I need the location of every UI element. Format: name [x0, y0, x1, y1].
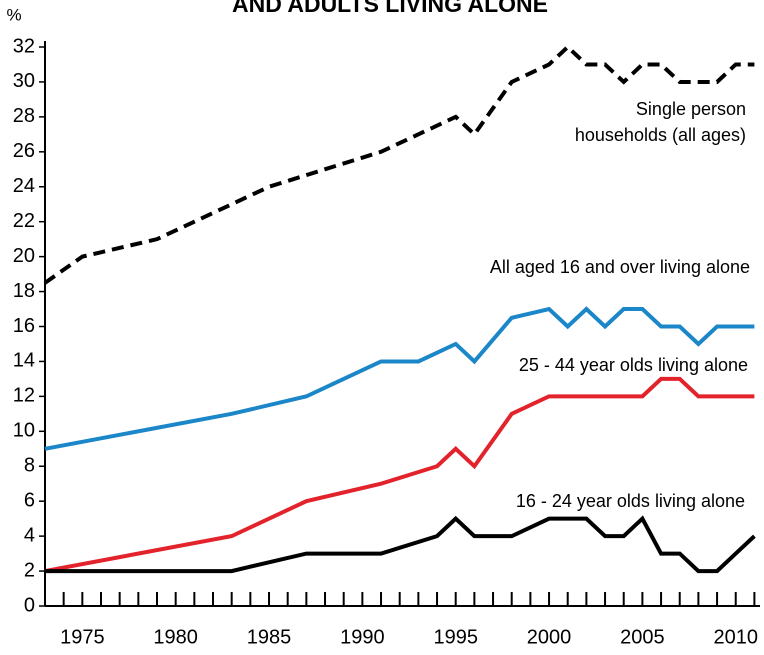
x-tick-label: 1980 [153, 626, 198, 648]
y-tick-label: 26 [13, 140, 35, 162]
y-tick-label: 14 [13, 350, 35, 372]
y-tick-label: 0 [24, 594, 35, 616]
series-label: 25 - 44 year olds living alone [519, 355, 748, 375]
series-line [43, 44, 755, 285]
series-label: Single person [636, 99, 746, 119]
y-tick-label: 16 [13, 315, 35, 337]
y-tick-label: 6 [24, 489, 35, 511]
y-tick-label: 10 [13, 420, 35, 442]
y-unit: % [6, 5, 21, 24]
x-tick-label: 1975 [60, 626, 105, 648]
y-tick-label: 24 [13, 175, 35, 197]
y-tick-label: 4 [24, 524, 35, 546]
x-tick-label: 2005 [620, 626, 665, 648]
y-tick-label: 28 [13, 105, 35, 127]
y-tick-label: 18 [13, 280, 35, 302]
y-tick-label: 12 [13, 385, 35, 407]
x-tick-label: 2010 [713, 626, 758, 648]
y-tick-label: 8 [24, 455, 35, 477]
series-line [45, 515, 756, 574]
series-line [44, 306, 755, 451]
x-tick-label: 2000 [527, 626, 572, 648]
series-label: 16 - 24 year olds living alone [516, 491, 745, 511]
x-tick-label: 1995 [433, 626, 478, 648]
y-tick-label: 22 [13, 210, 35, 232]
x-tick-label: 1990 [340, 626, 385, 648]
x-tick-label: 1985 [247, 626, 292, 648]
series-line [44, 376, 755, 574]
y-tick-label: 2 [24, 559, 35, 581]
y-tick-label: 30 [13, 70, 35, 92]
y-tick-label: 32 [13, 35, 35, 57]
series-label: All aged 16 and over living alone [490, 257, 750, 277]
chart-title: AND ADULTS LIVING ALONE [232, 0, 548, 17]
y-tick-label: 20 [13, 245, 35, 267]
series-label: households (all ages) [575, 125, 746, 145]
